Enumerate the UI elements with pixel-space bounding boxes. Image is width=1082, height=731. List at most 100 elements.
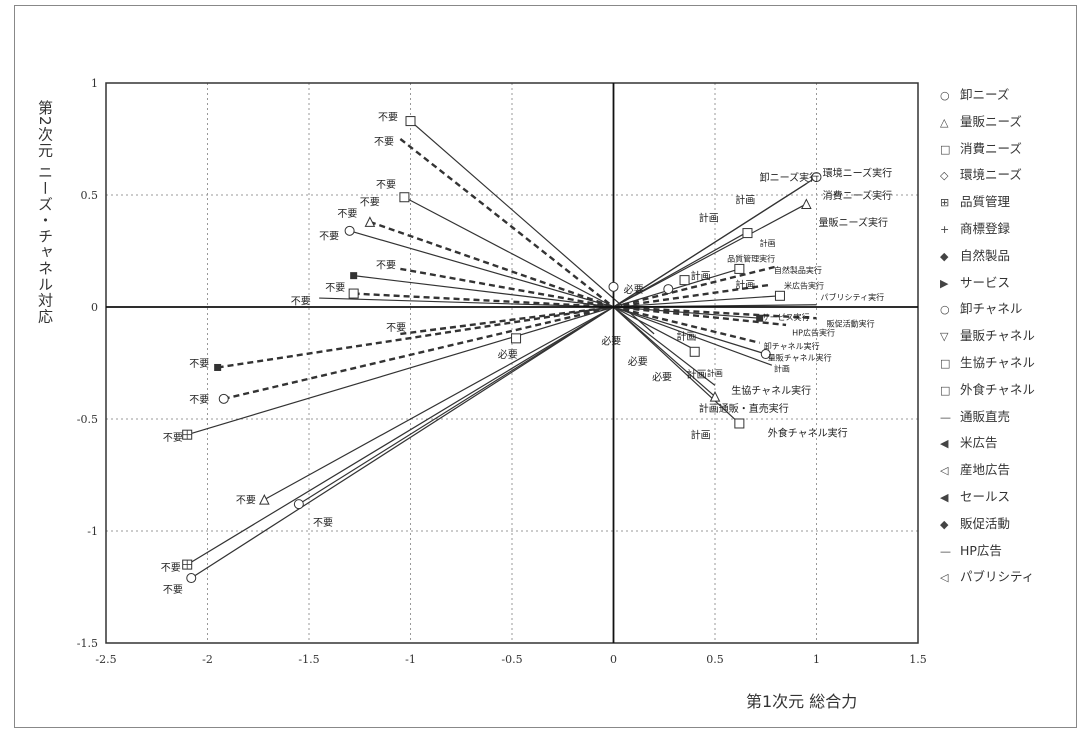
point-label: 不要 bbox=[386, 322, 406, 334]
point-markers bbox=[182, 116, 822, 584]
circle-marker bbox=[218, 393, 229, 404]
point-label: 必要 bbox=[624, 283, 644, 296]
legend-label: 消費ニーズ bbox=[960, 140, 1022, 156]
x-tick-label: -0.5 bbox=[501, 653, 522, 666]
vector-line bbox=[613, 183, 807, 308]
legend: ○ 卸ニーズ △ 量販ニーズ □ 消費ニーズ ◇ 環境ニーズ ⊞ 品質管理 + 商標登録 ◆ 自然製品 ▶ サ… bbox=[940, 82, 1075, 591]
point-label: 計画 bbox=[760, 238, 776, 248]
vector-line bbox=[217, 305, 614, 369]
vector-line bbox=[319, 297, 614, 308]
vector-line bbox=[613, 265, 777, 309]
circle-marker bbox=[293, 499, 304, 510]
plot-border bbox=[105, 82, 919, 644]
legend-marker-icon: ▽ bbox=[940, 330, 949, 344]
point-label: 計画 bbox=[691, 270, 711, 283]
legend-label: 量販ニーズ bbox=[960, 113, 1022, 129]
square-marker bbox=[774, 290, 785, 301]
point-label: 必要 bbox=[652, 370, 672, 383]
figure-frame bbox=[14, 5, 1077, 728]
point-label: 不要 bbox=[337, 208, 357, 220]
vector-line bbox=[187, 306, 614, 436]
point-label: 品質管理実行 bbox=[727, 254, 775, 264]
vector-line bbox=[404, 196, 614, 308]
vector-line bbox=[613, 268, 740, 308]
square-marker bbox=[734, 418, 745, 429]
legend-label: 商標登録 bbox=[960, 220, 1011, 236]
legend-marker-icon: ○ bbox=[940, 303, 950, 317]
legend-label: 量販チャネル bbox=[960, 328, 1035, 344]
vector-line bbox=[264, 306, 614, 501]
axes bbox=[105, 82, 919, 644]
y-axis-label: 第2次元 ニーズ・チャネル対応 bbox=[36, 100, 54, 325]
point-label: 自然製品実行 bbox=[774, 265, 822, 275]
square-marker bbox=[734, 263, 745, 274]
point-label: 米広告実行 bbox=[784, 281, 824, 291]
legend-entry: ◀ セールス bbox=[940, 484, 1075, 511]
point-label: 不要 bbox=[313, 517, 333, 529]
legend-label: 通販直売 bbox=[960, 408, 1011, 424]
vector-line bbox=[190, 306, 614, 579]
point-label: 不要 bbox=[236, 495, 256, 507]
filled-square-marker bbox=[756, 314, 764, 322]
vector-line bbox=[400, 267, 614, 309]
legend-entry: ▶ サービス bbox=[940, 270, 1075, 297]
x-tick-label: -2.5 bbox=[95, 653, 116, 666]
triangle-marker bbox=[709, 390, 721, 402]
vector-lines bbox=[186, 120, 817, 579]
legend-marker-icon: ◁ bbox=[940, 571, 949, 585]
point-label: パブリシティ実行 bbox=[821, 292, 885, 302]
x-tick-label: -1.5 bbox=[298, 653, 319, 666]
tick-labels: -2.5 -2 -1.5 -1 -0.5 0 0.5 1 1.5 1 0.5 0 -0.5 -1 -1.5 bbox=[77, 77, 927, 666]
point-label: 不要 bbox=[161, 562, 181, 574]
legend-entry: □ 生協チャネル bbox=[940, 350, 1075, 377]
legend-marker-icon: ◀ bbox=[940, 490, 949, 504]
legend-marker-icon: — bbox=[940, 410, 951, 424]
point-label: サービス実行 bbox=[762, 312, 810, 322]
vector-line bbox=[613, 305, 787, 327]
point-label: 不要 bbox=[163, 432, 183, 444]
legend-entry: ◆ 自然製品 bbox=[940, 243, 1075, 270]
legend-entry: ○ 卸チャネル bbox=[940, 296, 1075, 323]
point-label: 計画 bbox=[707, 368, 723, 378]
point-label: 不要 bbox=[319, 230, 339, 242]
legend-marker-icon: — bbox=[940, 544, 951, 558]
point-label: 消費ニーズ実行 bbox=[823, 189, 893, 202]
x-tick-label: 0.5 bbox=[706, 653, 724, 666]
legend-entry: ◆ 販促活動 bbox=[940, 511, 1075, 538]
legend-label: 自然製品 bbox=[960, 247, 1011, 263]
x-tick-label: -2 bbox=[202, 653, 213, 666]
vector-line bbox=[298, 306, 614, 505]
point-label: 計画 bbox=[676, 330, 696, 343]
legend-entry: ◀ 米広告 bbox=[940, 430, 1075, 457]
legend-marker-icon: ◀ bbox=[940, 437, 949, 451]
legend-label: HP広告 bbox=[960, 542, 1002, 558]
vector-line bbox=[613, 306, 700, 353]
vector-line bbox=[223, 305, 614, 401]
legend-label: 生協チャネル bbox=[960, 354, 1035, 370]
y-tick-label: 0 bbox=[91, 301, 98, 314]
point-label: 卸チャネル実行 bbox=[764, 341, 820, 351]
x-tick-label: -1 bbox=[405, 653, 416, 666]
legend-entry: △ 量販ニーズ bbox=[940, 109, 1075, 136]
vector-line bbox=[613, 283, 773, 309]
legend-marker-icon: □ bbox=[940, 356, 951, 370]
legend-label: 卸ニーズ bbox=[960, 87, 1010, 102]
point-label: 不要 bbox=[376, 179, 396, 191]
point-label: 量販チャネル実行 bbox=[768, 352, 832, 362]
square-marker bbox=[689, 346, 700, 357]
point-label: 計画通販・直売実行 bbox=[699, 402, 789, 415]
legend-label: 米広告 bbox=[960, 435, 998, 451]
legend-label: 卸チャネル bbox=[960, 301, 1023, 317]
legend-label: 外食チャネル bbox=[960, 381, 1035, 397]
point-label: 不要 bbox=[189, 394, 209, 406]
x-tick-label: 1.5 bbox=[909, 653, 927, 666]
filled-square-marker bbox=[350, 272, 358, 280]
square-marker bbox=[405, 116, 416, 127]
point-label: 計画 bbox=[735, 193, 755, 206]
legend-entry: □ 消費ニーズ bbox=[940, 136, 1075, 163]
point-label: 計画 bbox=[735, 279, 755, 292]
legend-marker-icon: + bbox=[940, 222, 950, 236]
vector-line bbox=[400, 305, 614, 336]
vector-line bbox=[613, 306, 773, 366]
